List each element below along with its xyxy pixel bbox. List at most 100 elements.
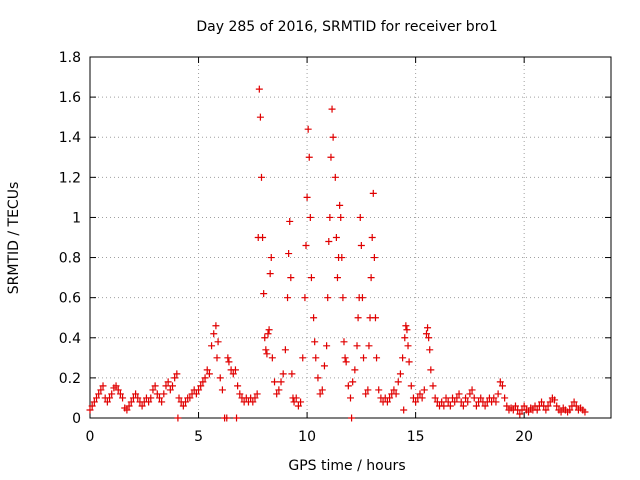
data-point [336, 201, 344, 209]
data-point [490, 394, 498, 402]
data-point [147, 394, 155, 402]
data-point [392, 390, 400, 398]
data-point [151, 382, 159, 390]
data-point [153, 390, 161, 398]
data-point [192, 390, 200, 398]
data-point [356, 213, 364, 221]
data-point [210, 330, 218, 338]
data-point [339, 294, 347, 302]
data-point [236, 390, 244, 398]
data-point [257, 173, 265, 181]
data-point [306, 213, 314, 221]
data-point [551, 396, 559, 404]
data-point [332, 234, 340, 241]
data-point [533, 406, 541, 414]
data-point [134, 394, 142, 402]
data-point [305, 153, 313, 161]
data-point [544, 402, 552, 410]
data-point [468, 386, 476, 394]
data-point [418, 394, 426, 402]
data-point [112, 382, 120, 390]
y-tick-label: 1.6 [59, 90, 81, 106]
data-point [348, 414, 356, 422]
data-point [354, 314, 362, 322]
data-point [344, 382, 352, 390]
data-point [364, 386, 372, 394]
data-point [155, 394, 163, 402]
data-point [572, 402, 580, 410]
data-point [325, 238, 333, 246]
data-point [466, 390, 474, 398]
data-point [214, 338, 222, 346]
data-point [260, 290, 268, 298]
data-point [286, 217, 294, 225]
data-point [492, 398, 500, 406]
data-point [553, 402, 561, 410]
data-point [225, 358, 233, 366]
data-point [373, 354, 381, 362]
data-point [201, 374, 209, 382]
grid [90, 57, 611, 418]
data-point [368, 234, 376, 241]
data-point [520, 402, 528, 410]
data-point [273, 390, 281, 398]
data-point [457, 398, 465, 406]
data-point [285, 250, 293, 258]
data-point [455, 390, 463, 398]
y-tick-label: 0.6 [59, 291, 81, 307]
data-point [93, 394, 101, 402]
data-point [158, 398, 166, 406]
data-point [174, 414, 182, 422]
data-point [149, 386, 157, 394]
data-point [333, 274, 341, 282]
data-point [224, 354, 232, 362]
data-point [292, 394, 300, 402]
data-point [256, 113, 264, 121]
x-tick-label: 20 [515, 429, 533, 445]
data-point [358, 294, 366, 302]
y-tick-label: 1 [72, 210, 81, 226]
data-point [400, 406, 408, 414]
data-point [311, 338, 319, 346]
data-point [95, 390, 103, 398]
x-tick-label: 15 [407, 429, 425, 445]
data-point [498, 382, 506, 390]
data-point [357, 242, 365, 250]
data-point [231, 366, 239, 374]
data-point [399, 354, 407, 362]
data-point [481, 402, 489, 410]
data-point [294, 402, 302, 410]
data-point [213, 354, 221, 362]
data-point [318, 386, 326, 394]
data-point [496, 378, 504, 386]
data-point [477, 394, 485, 402]
data-point [97, 386, 105, 394]
data-point [422, 330, 430, 338]
data-point [403, 326, 411, 334]
data-point [383, 398, 391, 406]
data-point [307, 274, 315, 282]
data-point [431, 394, 439, 402]
data-point [287, 274, 295, 282]
data-point [316, 390, 324, 398]
data-point [263, 350, 271, 358]
data-point [351, 366, 359, 374]
data-point [234, 382, 242, 390]
data-point [407, 382, 415, 390]
data-point [265, 326, 273, 334]
data-point [320, 362, 328, 370]
data-point [342, 358, 350, 366]
data-point [370, 254, 378, 262]
data-point [119, 394, 127, 402]
x-tick-label: 0 [86, 429, 95, 445]
data-point [566, 406, 574, 414]
data-point [162, 382, 170, 390]
data-point [444, 398, 452, 406]
data-point [326, 213, 334, 221]
data-point [353, 342, 361, 350]
data-point [494, 390, 502, 398]
data-point [114, 386, 122, 394]
data-point [329, 133, 337, 141]
data-point [268, 354, 276, 362]
data-point [116, 390, 124, 398]
